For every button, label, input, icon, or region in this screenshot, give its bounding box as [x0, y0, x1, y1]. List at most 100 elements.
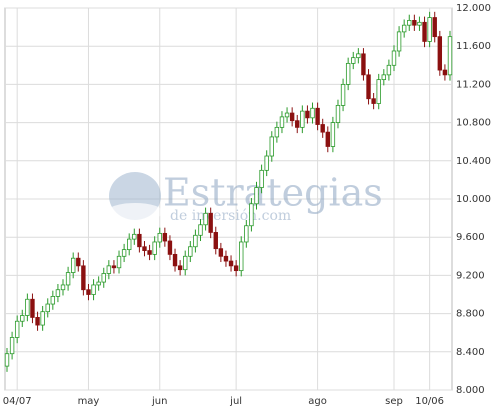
candle-body	[55, 289, 61, 297]
candle-body	[35, 317, 40, 326]
candle-body	[412, 20, 417, 26]
candle-body	[371, 98, 376, 104]
candle-body	[274, 126, 280, 138]
candle-body	[259, 169, 264, 188]
candle-body	[111, 265, 117, 269]
candle-body	[183, 255, 188, 271]
candle-body	[121, 249, 127, 257]
candle-body	[233, 265, 239, 272]
candle-body	[437, 36, 443, 71]
y-tick-label: 8.800	[456, 309, 485, 320]
candle-body	[177, 265, 183, 271]
watermark: Estrategias de inversión.com	[107, 171, 383, 224]
candle-body	[65, 272, 71, 286]
y-tick-label: 9.200	[456, 270, 485, 281]
candle-body	[239, 241, 244, 272]
y-tick-label: 10.800	[456, 118, 491, 129]
candle-body	[4, 353, 10, 367]
watermark-swoosh	[107, 203, 163, 221]
x-tick-label: ago	[308, 396, 327, 407]
candle-body	[14, 320, 20, 338]
candle-body	[152, 241, 157, 255]
x-tick-label: sep	[385, 396, 403, 407]
candle-body	[76, 257, 81, 267]
candle-body	[279, 116, 285, 128]
candle-body	[264, 155, 269, 171]
x-tick-label: 04/07	[3, 396, 32, 407]
candle-body	[167, 240, 173, 255]
candle-body	[254, 187, 259, 205]
candle-body	[218, 248, 224, 257]
candle-body	[106, 265, 112, 274]
candle-body	[345, 62, 351, 85]
x-tick-label: 10/06	[415, 396, 444, 407]
candle-body	[203, 212, 208, 226]
y-tick-label: 8.400	[456, 347, 485, 358]
candle-body	[442, 69, 448, 76]
watermark-title: Estrategias	[163, 171, 383, 215]
candle-body	[81, 265, 86, 291]
y-tick-label: 8.000	[456, 385, 485, 396]
candle-body	[127, 238, 132, 251]
candle-body	[427, 17, 432, 42]
candle-body	[351, 57, 356, 64]
candle-body	[366, 74, 371, 100]
candle-body	[361, 53, 366, 76]
y-tick-label: 11.600	[456, 41, 491, 52]
candle-body	[391, 50, 397, 66]
candle-body	[193, 234, 198, 248]
candle-body	[9, 337, 15, 355]
candle-body	[60, 284, 66, 291]
candle-body	[208, 212, 213, 233]
candle-body	[300, 110, 305, 128]
y-tick-label: 11.200	[456, 79, 491, 90]
candle-body	[20, 315, 25, 322]
candle-body	[284, 112, 290, 118]
candle-body	[40, 311, 45, 326]
candle-body	[315, 107, 320, 125]
candle-body	[249, 203, 254, 227]
candle-body	[147, 250, 152, 255]
candle-body	[25, 298, 30, 316]
candle-body	[417, 21, 422, 26]
y-tick-label: 10.000	[456, 194, 491, 205]
candle-body	[269, 136, 274, 157]
candle-body	[30, 298, 35, 318]
candle-body	[45, 303, 50, 313]
candle-body	[447, 36, 453, 76]
candle-body	[198, 224, 203, 236]
candle-body	[356, 53, 361, 59]
candle-body	[432, 17, 437, 38]
candle-body	[228, 260, 234, 267]
candle-body	[376, 79, 381, 104]
candle-body	[213, 232, 218, 250]
x-tick-label: may	[78, 396, 100, 407]
candle-body	[320, 124, 325, 133]
y-tick-label: 9.600	[456, 232, 485, 243]
candle-body	[70, 257, 76, 273]
candle-body	[244, 225, 249, 243]
candle-body	[305, 110, 310, 119]
candle-body	[50, 296, 56, 305]
candle-body	[330, 122, 336, 147]
candle-body	[401, 24, 407, 33]
candle-body	[310, 107, 315, 119]
candle-body	[116, 255, 122, 269]
candle-body	[407, 20, 412, 26]
watermark-subtitle: de inversión.com	[170, 208, 291, 224]
candle-body	[142, 246, 147, 251]
candle-body	[223, 255, 229, 262]
candle-body	[96, 281, 101, 286]
watermark-globe	[109, 172, 161, 220]
candle-body	[91, 284, 96, 295]
candle-body	[157, 232, 162, 243]
candle-body	[289, 112, 295, 122]
y-tick-label: 12.000	[456, 3, 491, 14]
candle-body	[162, 232, 168, 242]
candle-body	[335, 105, 341, 124]
candle-body	[295, 120, 300, 128]
candle-body	[325, 131, 330, 147]
candle-body	[101, 273, 106, 283]
